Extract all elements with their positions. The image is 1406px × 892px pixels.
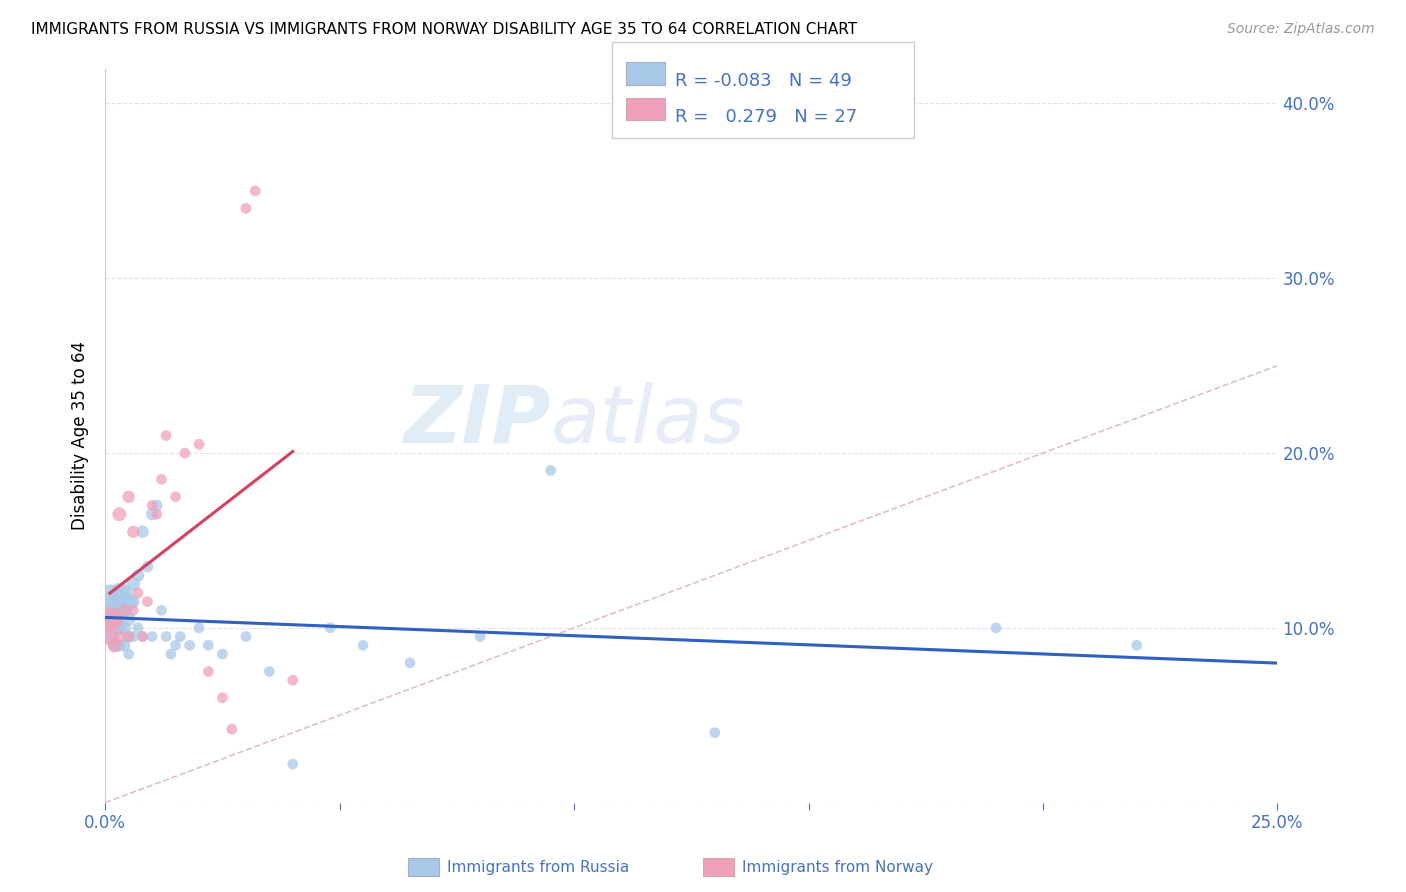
Point bbox=[118, 490, 141, 504]
Point bbox=[122, 577, 145, 591]
Point bbox=[352, 638, 374, 652]
Text: IMMIGRANTS FROM RUSSIA VS IMMIGRANTS FROM NORWAY DISABILITY AGE 35 TO 64 CORRELA: IMMIGRANTS FROM RUSSIA VS IMMIGRANTS FRO… bbox=[31, 22, 858, 37]
Point bbox=[108, 630, 131, 644]
Point bbox=[188, 621, 211, 635]
Point bbox=[112, 603, 135, 617]
Point bbox=[470, 630, 492, 644]
Text: atlas: atlas bbox=[551, 382, 745, 460]
Point bbox=[118, 612, 141, 626]
Point bbox=[179, 638, 201, 652]
Point bbox=[122, 630, 145, 644]
Point bbox=[150, 472, 173, 486]
Point bbox=[188, 437, 211, 451]
Point bbox=[118, 647, 141, 661]
Text: Immigrants from Norway: Immigrants from Norway bbox=[742, 860, 934, 874]
Point bbox=[245, 184, 267, 198]
Point bbox=[98, 594, 121, 608]
Point bbox=[160, 647, 183, 661]
Point bbox=[146, 499, 169, 513]
Point bbox=[281, 757, 304, 772]
Text: ZIP: ZIP bbox=[404, 382, 551, 460]
Point bbox=[281, 673, 304, 688]
Point bbox=[235, 202, 257, 216]
Point bbox=[165, 638, 187, 652]
Point bbox=[98, 630, 121, 644]
Point bbox=[211, 690, 233, 705]
Point bbox=[112, 586, 135, 600]
Point bbox=[197, 638, 219, 652]
Point bbox=[165, 490, 187, 504]
Point bbox=[136, 594, 159, 608]
Point bbox=[540, 463, 562, 477]
Point bbox=[104, 621, 127, 635]
Point bbox=[98, 612, 121, 626]
Point bbox=[136, 559, 159, 574]
Point bbox=[108, 638, 131, 652]
Point bbox=[319, 621, 342, 635]
Point bbox=[104, 638, 127, 652]
Point bbox=[132, 524, 155, 539]
Point bbox=[104, 638, 127, 652]
Point bbox=[141, 507, 163, 521]
Point bbox=[169, 630, 191, 644]
Text: R = -0.083   N = 49: R = -0.083 N = 49 bbox=[675, 72, 852, 90]
Point bbox=[141, 499, 163, 513]
Point bbox=[132, 630, 155, 644]
Point bbox=[984, 621, 1007, 635]
Point bbox=[108, 621, 131, 635]
Point bbox=[174, 446, 197, 460]
Point bbox=[211, 647, 233, 661]
Point bbox=[221, 722, 243, 736]
Point bbox=[104, 612, 127, 626]
Point bbox=[112, 621, 135, 635]
Point bbox=[155, 428, 177, 442]
Point bbox=[127, 586, 149, 600]
Point bbox=[703, 725, 725, 739]
Point bbox=[112, 638, 135, 652]
Point bbox=[98, 612, 121, 626]
Point bbox=[122, 524, 145, 539]
Point bbox=[108, 507, 131, 521]
Text: R =   0.279   N = 27: R = 0.279 N = 27 bbox=[675, 108, 858, 126]
Text: Source: ZipAtlas.com: Source: ZipAtlas.com bbox=[1227, 22, 1375, 37]
Point bbox=[122, 603, 145, 617]
Point bbox=[235, 630, 257, 644]
Point bbox=[98, 630, 121, 644]
Point bbox=[132, 630, 155, 644]
Point bbox=[104, 594, 127, 608]
Text: Immigrants from Russia: Immigrants from Russia bbox=[447, 860, 630, 874]
Point bbox=[112, 603, 135, 617]
Point bbox=[197, 665, 219, 679]
Point bbox=[127, 621, 149, 635]
Point bbox=[259, 665, 281, 679]
Point bbox=[122, 594, 145, 608]
Point bbox=[118, 630, 141, 644]
Point bbox=[1125, 638, 1147, 652]
Point bbox=[150, 603, 173, 617]
Point bbox=[108, 603, 131, 617]
Y-axis label: Disability Age 35 to 64: Disability Age 35 to 64 bbox=[72, 341, 89, 530]
Point bbox=[155, 630, 177, 644]
Point bbox=[146, 507, 169, 521]
Point bbox=[118, 594, 141, 608]
Point bbox=[108, 586, 131, 600]
Point bbox=[141, 630, 163, 644]
Point bbox=[118, 630, 141, 644]
Point bbox=[127, 568, 149, 582]
Point bbox=[399, 656, 422, 670]
